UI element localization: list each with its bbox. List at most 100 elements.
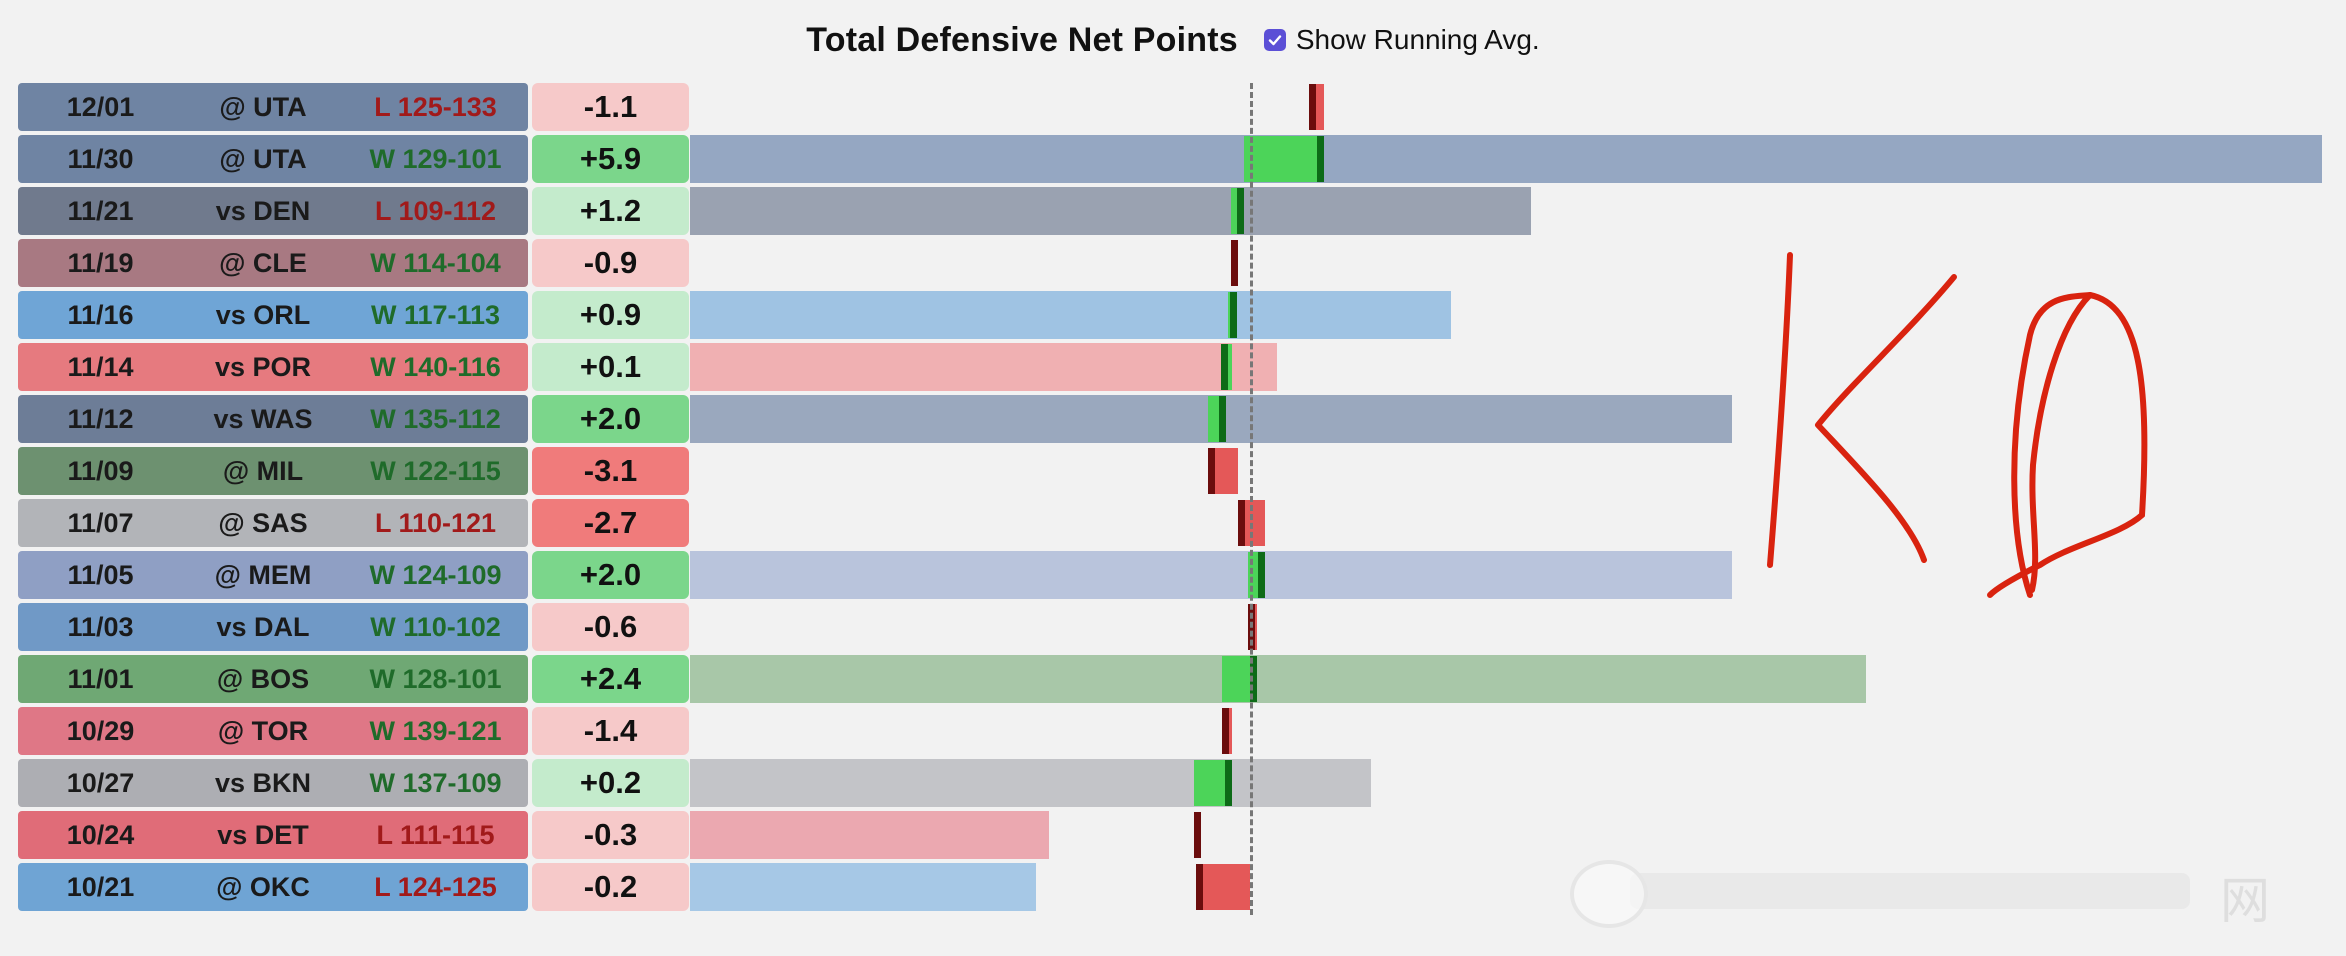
- net-points-value: +2.0: [532, 551, 689, 599]
- game-date: 10/21: [66, 871, 135, 902]
- game-date: 11/09: [67, 455, 134, 486]
- chart-header: Total Defensive Net Points Show Running …: [0, 14, 2346, 66]
- game-date: 11/05: [67, 559, 134, 590]
- game-date: 11/12: [67, 403, 134, 434]
- total-bar: [690, 863, 1036, 911]
- game-date: 11/14: [67, 351, 134, 382]
- game-opponent: @ UTA: [219, 143, 307, 174]
- game-date: 11/07: [67, 507, 134, 538]
- running-avg-marker: [1230, 292, 1238, 338]
- handwritten-ko-annotation: [1767, 252, 2148, 598]
- running-avg-marker: [1224, 760, 1232, 806]
- table-row[interactable]: 11/03 vs DAL W 110-102 -0.6: [18, 603, 2318, 651]
- game-result: W 122-115: [370, 455, 501, 486]
- running-avg-toggle[interactable]: Show Running Avg.: [1263, 24, 1540, 56]
- game-result: W 128-101: [369, 663, 502, 694]
- game-result: W 124-109: [369, 559, 502, 590]
- net-points-value: -1.1: [532, 83, 689, 131]
- game-info-panel: 11/09 @ MIL W 122-115: [18, 447, 528, 495]
- net-points-value: +0.1: [532, 343, 689, 391]
- net-points-value: +1.2: [532, 187, 689, 235]
- running-avg-delta: [1226, 344, 1232, 390]
- game-info-panel: 10/29 @ TOR W 139-121: [18, 707, 528, 755]
- table-row[interactable]: 10/21 @ OKC L 124-125 -0.2: [18, 863, 2318, 911]
- total-bar: [690, 343, 1277, 391]
- table-row[interactable]: 11/07 @ SAS L 110-121 -2.7: [18, 499, 2318, 547]
- game-opponent: @ SAS: [218, 507, 308, 538]
- running-avg-marker: [1222, 708, 1229, 754]
- game-date: 11/30: [67, 143, 134, 174]
- total-bar: [690, 291, 1451, 339]
- watermark-logo-icon: [1570, 860, 1648, 928]
- game-result: L 124-125: [374, 871, 497, 902]
- game-date: 12/01: [66, 91, 135, 122]
- table-row[interactable]: 11/14 vs POR W 140-116 +0.1: [18, 343, 2318, 391]
- game-opponent: vs DEN: [215, 195, 311, 226]
- game-date: 10/27: [66, 767, 135, 798]
- table-row[interactable]: 11/09 @ MIL W 122-115 -3.1: [18, 447, 2318, 495]
- checkmark-icon: [1268, 35, 1282, 46]
- table-row[interactable]: 11/30 @ UTA W 129-101 +5.9: [18, 135, 2322, 183]
- game-info-panel: 11/01 @ BOS W 128-101: [18, 655, 528, 703]
- running-avg-marker: [1208, 448, 1216, 494]
- game-info-panel: 11/14 vs POR W 140-116: [18, 343, 528, 391]
- game-date: 10/24: [66, 819, 135, 850]
- game-result: W 114-104: [370, 247, 501, 278]
- running-avg-marker: [1194, 812, 1201, 858]
- game-info-panel: 10/27 vs BKN W 137-109: [18, 759, 528, 807]
- game-opponent: @ MIL: [222, 455, 304, 486]
- table-row[interactable]: 10/24 vs DET L 111-115 -0.3: [18, 811, 2318, 859]
- game-date: 11/21: [67, 195, 134, 226]
- game-info-panel: 11/30 @ UTA W 129-101: [18, 135, 528, 183]
- table-row[interactable]: 11/12 vs WAS W 135-112 +2.0: [18, 395, 2318, 443]
- running-avg-marker: [1316, 136, 1324, 182]
- table-row[interactable]: 11/21 vs DEN L 109-112 +1.2: [18, 187, 2318, 235]
- running-avg-delta: [1195, 864, 1250, 910]
- table-row[interactable]: 11/05 @ MEM W 124-109 +2.0: [18, 551, 2318, 599]
- game-info-panel: 12/01 @ UTA L 125-133: [18, 83, 528, 131]
- running-avg-marker: [1230, 240, 1238, 286]
- net-points-value: +5.9: [532, 135, 689, 183]
- table-row[interactable]: 10/27 vs BKN W 137-109 +0.2: [18, 759, 2318, 807]
- game-date: 11/19: [67, 247, 134, 278]
- net-points-value: -0.2: [532, 863, 689, 911]
- game-info-panel: 10/24 vs DET L 111-115: [18, 811, 528, 859]
- table-row[interactable]: 11/19 @ CLE W 114-104 -0.9: [18, 239, 2318, 287]
- running-avg-marker: [1309, 84, 1317, 130]
- table-row[interactable]: 11/16 vs ORL W 117-113 +0.9: [18, 291, 2318, 339]
- game-result: W 139-121: [369, 715, 502, 746]
- table-row[interactable]: 10/29 @ TOR W 139-121 -1.4: [18, 707, 2318, 755]
- game-opponent: vs BKN: [214, 767, 312, 798]
- running-avg-checkbox[interactable]: [1263, 29, 1286, 51]
- running-avg-marker: [1258, 552, 1266, 598]
- net-points-value: -2.7: [532, 499, 689, 547]
- game-info-panel: 11/05 @ MEM W 124-109: [18, 551, 528, 599]
- running-avg-marker: [1236, 188, 1244, 234]
- running-avg-label: Show Running Avg.: [1295, 24, 1540, 55]
- game-opponent: vs WAS: [213, 403, 313, 434]
- game-result: L 109-112: [374, 195, 497, 226]
- game-opponent: vs DET: [217, 819, 309, 850]
- game-date: 11/03: [67, 611, 134, 642]
- net-points-value: -0.9: [532, 239, 689, 287]
- game-result: W 140-116: [370, 351, 501, 382]
- game-result: W 110-102: [370, 611, 501, 642]
- game-info-panel: 11/21 vs DEN L 109-112: [18, 187, 528, 235]
- net-points-value: +0.9: [532, 291, 689, 339]
- game-info-panel: 10/21 @ OKC L 124-125: [18, 863, 528, 911]
- total-bar: [690, 135, 2322, 183]
- total-bar: [690, 759, 1371, 807]
- total-bar: [690, 551, 1733, 599]
- net-points-value: -1.4: [532, 707, 689, 755]
- table-row[interactable]: 11/01 @ BOS W 128-101 +2.4: [18, 655, 2318, 703]
- game-result: W 137-109: [369, 767, 502, 798]
- game-result: W 129-101: [369, 143, 502, 174]
- game-date: 11/01: [67, 663, 134, 694]
- net-points-value: -0.3: [532, 811, 689, 859]
- game-result: W 117-113: [370, 299, 501, 330]
- game-result: L 111-115: [376, 819, 495, 850]
- game-result: L 125-133: [374, 91, 497, 122]
- total-bar: [690, 655, 1867, 703]
- table-row[interactable]: 12/01 @ UTA L 125-133 -1.1: [18, 83, 2318, 131]
- total-bar: [690, 187, 1532, 235]
